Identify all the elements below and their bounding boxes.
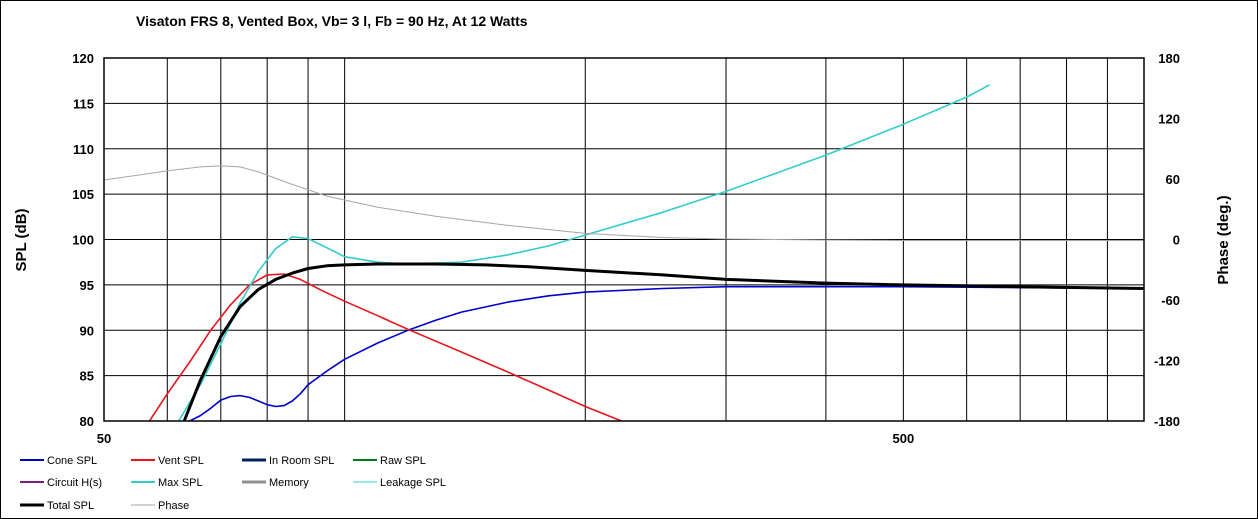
series-line-total-spl [182, 262, 1144, 421]
series-line-cone-spl [188, 285, 1144, 421]
y2-tick-label: -60 [1161, 293, 1180, 308]
y2-tick-label: 180 [1158, 51, 1180, 66]
y-tick-label: 115 [73, 96, 94, 111]
x-axis-ticks: 50 500 [97, 431, 914, 446]
plot-border [103, 57, 1145, 422]
legend: Cone SPL Vent SPL In Room SPL Raw SPL Circui… [20, 455, 446, 512]
y2-tick-label: -120 [1154, 354, 1180, 369]
y2-tick-label: -180 [1154, 414, 1180, 429]
y-tick-label: 110 [73, 142, 94, 157]
legend-label: Circuit H(s) [47, 477, 102, 489]
y-tick-label: 95 [80, 278, 94, 293]
y-tick-label: 80 [80, 414, 94, 429]
legend-label: Leakage SPL [380, 477, 446, 489]
legend-label: In Room SPL [269, 455, 334, 467]
series-line-phase [104, 165, 1144, 241]
legend-label: Total SPL [47, 500, 94, 512]
legend-label: Phase [158, 500, 189, 512]
legend-label: Memory [269, 477, 309, 489]
y2-axis-ticks: 180 120 60 0 -60 -120 -180 [1154, 51, 1180, 429]
legend-label: Cone SPL [47, 455, 97, 467]
y-tick-label: 100 [72, 233, 94, 248]
series-group [104, 84, 1144, 421]
y2-axis-label: Phase (deg.) [1215, 195, 1232, 284]
y2-tick-label: 0 [1173, 233, 1180, 248]
legend-label: Max SPL [158, 477, 203, 489]
x-tick-label: 500 [893, 431, 915, 446]
y-tick-label: 90 [80, 323, 94, 338]
y2-tick-label: 60 [1166, 172, 1180, 187]
y-axis-label: SPL (dB) [13, 208, 30, 271]
series-line-vent-spl [148, 273, 623, 421]
x-tick-label: 50 [97, 431, 111, 446]
y-axis-ticks: 120 115 110 105 100 95 90 85 80 [72, 51, 94, 429]
chart-title: Visaton FRS 8, Vented Box, Vb= 3 l, Fb =… [136, 13, 528, 29]
y2-tick-label: 120 [1158, 112, 1180, 127]
legend-label: Raw SPL [380, 455, 426, 467]
y-tick-label: 85 [80, 369, 94, 384]
y-tick-label: 120 [72, 51, 94, 66]
legend-label: Vent SPL [158, 455, 204, 467]
y-tick-label: 105 [72, 187, 94, 202]
